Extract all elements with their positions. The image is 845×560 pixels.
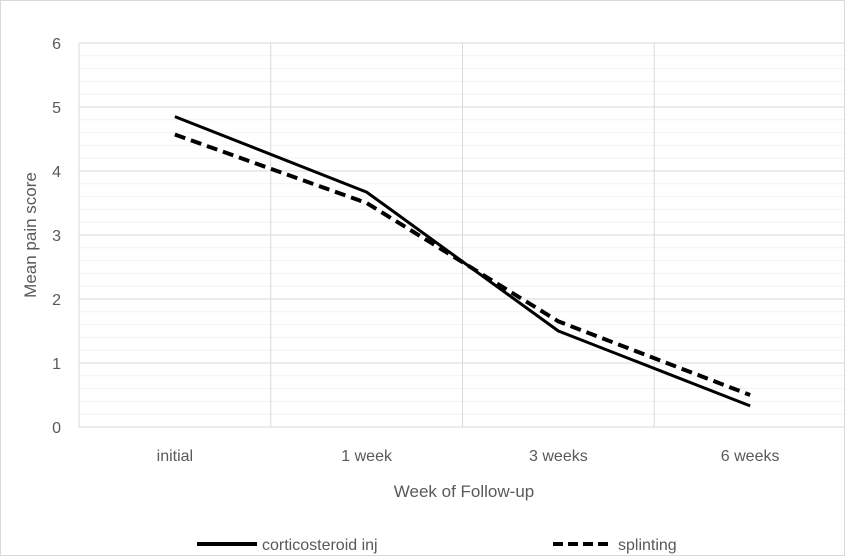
x-tick-label: 6 weeks bbox=[721, 448, 780, 465]
x-tick-label: initial bbox=[157, 448, 193, 465]
x-axis-tick-labels: initial 1 week 3 weeks 6 weeks bbox=[157, 448, 780, 465]
legend-label-corticosteroid-inj: corticosteroid inj bbox=[262, 537, 378, 554]
x-tick-label: 3 weeks bbox=[529, 448, 588, 465]
y-tick-label: 3 bbox=[52, 228, 61, 245]
y-tick-label: 0 bbox=[52, 420, 61, 437]
x-axis-title: Week of Follow-up bbox=[394, 482, 534, 501]
y-axis-title: Mean pain score bbox=[21, 172, 40, 298]
y-tick-label: 2 bbox=[52, 292, 61, 309]
x-tick-label: 1 week bbox=[341, 448, 393, 465]
series-lines bbox=[174, 115, 751, 408]
y-axis-tick-labels: 0 1 2 3 4 5 6 bbox=[52, 36, 61, 437]
legend: corticosteroid inj splinting bbox=[197, 537, 677, 554]
y-tick-label: 6 bbox=[52, 36, 61, 53]
y-tick-label: 4 bbox=[52, 164, 61, 181]
y-tick-label: 5 bbox=[52, 100, 61, 117]
series-line-splinting bbox=[174, 132, 751, 397]
y-tick-label: 1 bbox=[52, 356, 61, 373]
legend-label-splinting: splinting bbox=[618, 537, 677, 554]
major-gridlines bbox=[78, 42, 845, 428]
